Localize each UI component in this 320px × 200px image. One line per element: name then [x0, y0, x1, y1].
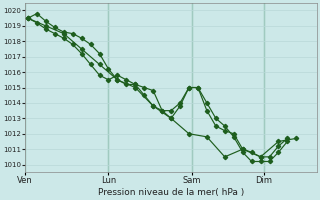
X-axis label: Pression niveau de la mer( hPa ): Pression niveau de la mer( hPa )	[98, 188, 244, 197]
